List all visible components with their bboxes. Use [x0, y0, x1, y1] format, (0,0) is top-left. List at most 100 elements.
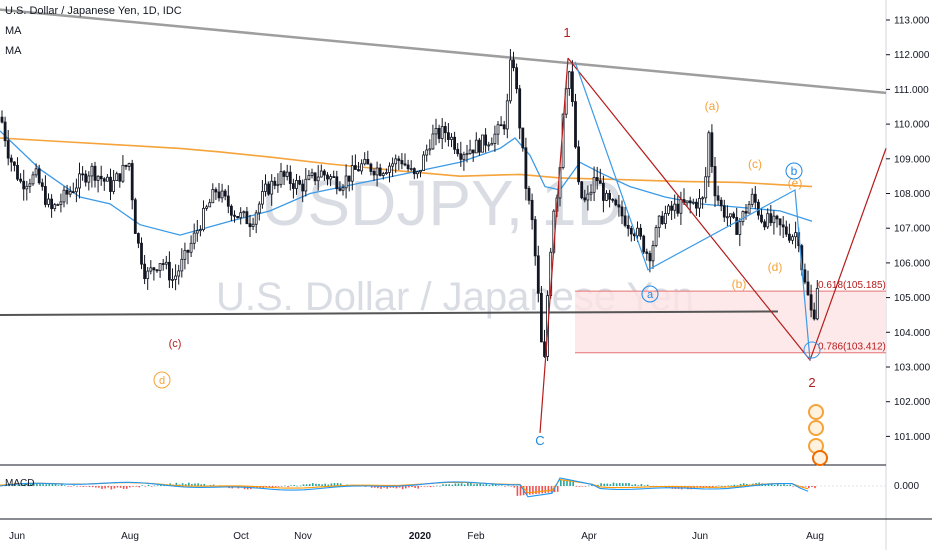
candle — [670, 200, 673, 221]
macd-bar — [442, 484, 444, 486]
candle — [208, 198, 212, 208]
macd-bar — [485, 483, 488, 486]
macd-bar — [727, 485, 729, 487]
macd-bar — [191, 484, 193, 486]
macd-bar — [318, 483, 320, 486]
macd-bar — [175, 482, 178, 486]
candle — [363, 152, 367, 166]
y-tick-label: 107.000 — [894, 224, 931, 235]
macd-bar — [417, 486, 419, 489]
macd-bar — [436, 485, 438, 487]
wave-label-d-orange: d — [159, 375, 165, 387]
macd-bar — [690, 486, 692, 490]
y-tick-label: 108.000 — [894, 189, 931, 200]
candle — [673, 194, 677, 219]
macd-bar — [448, 484, 450, 486]
macd-bar — [473, 484, 475, 486]
macd-bar — [625, 483, 627, 486]
candle — [22, 169, 26, 201]
macd-bar — [777, 483, 779, 486]
macd-bar — [405, 486, 407, 489]
candle — [760, 207, 763, 224]
candle — [747, 200, 751, 214]
candle — [602, 175, 605, 213]
macd-bar — [618, 483, 621, 486]
candle — [62, 186, 66, 208]
candle — [505, 93, 509, 139]
ma-indicator-2-label[interactable]: MA — [5, 45, 22, 57]
symbol-title[interactable]: U.S. Dollar / Japanese Yen, 1D, IDC — [5, 5, 182, 17]
y-tick-label: 101.000 — [894, 432, 931, 443]
macd-bar — [628, 483, 630, 486]
macd-bar — [39, 483, 41, 486]
y-tick-label: 109.000 — [894, 154, 931, 165]
candle — [617, 195, 621, 217]
macd-bar — [504, 486, 506, 487]
candle — [440, 118, 444, 150]
macd-bar — [54, 484, 57, 486]
y-tick-label: 113.000 — [894, 16, 930, 27]
macd-bar — [569, 480, 571, 486]
candle — [102, 177, 106, 191]
candle — [71, 182, 75, 194]
macd-bar — [284, 485, 286, 487]
candle — [710, 124, 714, 173]
candle — [28, 178, 32, 194]
candle — [93, 161, 97, 188]
macd-bar — [374, 486, 376, 488]
macd-bar — [88, 486, 91, 487]
event-icon[interactable] — [808, 404, 824, 420]
macd-bar — [116, 486, 119, 488]
macd-bar — [733, 484, 736, 486]
macd-label[interactable]: MACD — [5, 478, 35, 489]
candle — [524, 137, 528, 201]
macd-bar — [780, 484, 782, 486]
wave-circle-a — [641, 285, 659, 303]
event-icon[interactable] — [812, 450, 828, 466]
candle — [493, 125, 497, 152]
candle — [412, 167, 416, 180]
macd-bar — [439, 485, 441, 487]
candle — [605, 190, 608, 202]
macd-bar — [293, 485, 295, 486]
fib-zone — [575, 291, 886, 353]
candle — [406, 159, 410, 172]
fib-0786-label: 0.786(103.412) — [818, 342, 886, 353]
candle — [276, 173, 280, 193]
candle — [257, 201, 261, 221]
candle — [133, 197, 137, 234]
macd-bar — [470, 482, 472, 486]
y-tick-label: 112.000 — [894, 50, 930, 61]
ma-indicator-1-label[interactable]: MA — [5, 25, 22, 37]
candle — [326, 172, 329, 186]
candle — [136, 232, 140, 249]
candle — [530, 193, 534, 230]
macd-bar — [150, 486, 153, 487]
macd-bar — [302, 484, 305, 486]
macd-bar — [423, 486, 426, 487]
candle — [0, 110, 4, 124]
candles — [0, 49, 819, 362]
macd-bar — [26, 482, 29, 486]
candle — [174, 264, 178, 291]
candle — [732, 211, 735, 219]
candle — [319, 164, 323, 178]
macd-bar — [389, 486, 392, 488]
macd-bar — [268, 486, 271, 488]
candle — [508, 49, 512, 104]
candle — [788, 223, 791, 243]
macd-bar — [395, 486, 398, 489]
macd-bar — [479, 483, 481, 486]
candle — [285, 164, 289, 181]
candle — [90, 163, 94, 188]
macd-bar — [398, 486, 401, 488]
event-icon[interactable] — [808, 420, 824, 436]
candle — [9, 154, 13, 172]
candle — [260, 179, 264, 209]
candle — [229, 204, 233, 222]
candle — [611, 198, 615, 203]
candle — [140, 237, 143, 270]
candle — [127, 162, 131, 171]
candle — [784, 220, 788, 237]
